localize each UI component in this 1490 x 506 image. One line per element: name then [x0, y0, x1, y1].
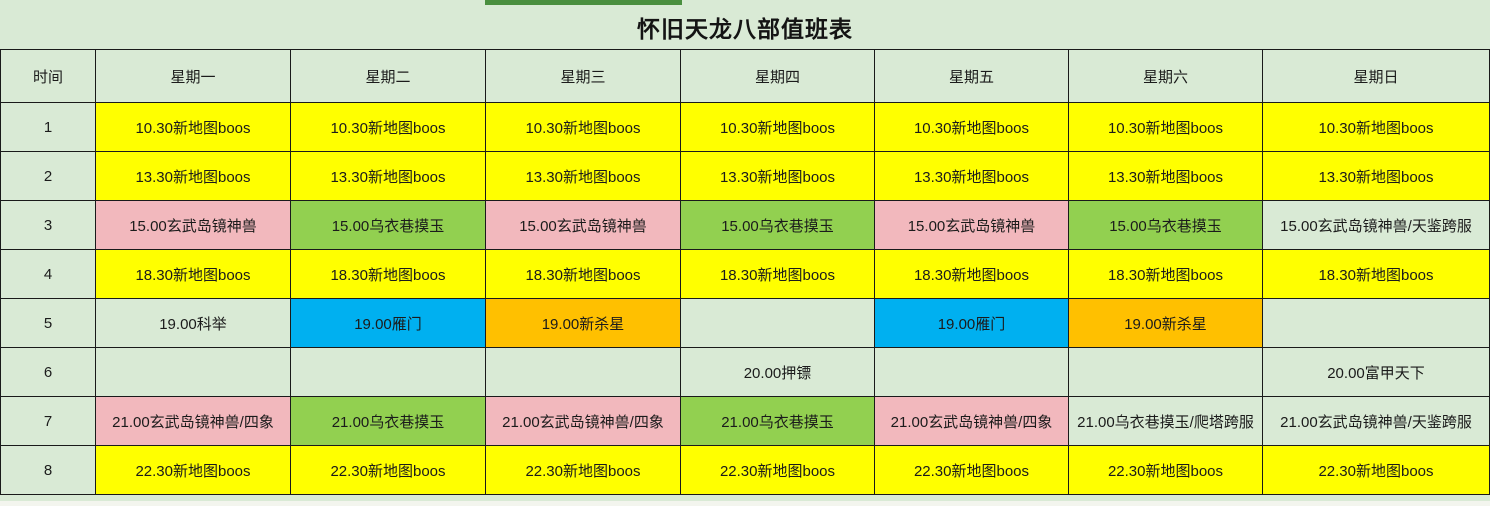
column-header-monday: 星期一: [95, 49, 291, 103]
schedule-cell: 21.00玄武岛镜神兽/天鉴跨服: [1262, 396, 1490, 446]
table-row: 5 19.00科举 19.00雁门 19.00新杀星 19.00雁门 19.00…: [0, 298, 1490, 348]
schedule-cell: 18.30新地图boos: [680, 249, 875, 299]
table-row: 2 13.30新地图boos 13.30新地图boos 13.30新地图boos…: [0, 151, 1490, 201]
schedule-cell: 22.30新地图boos: [680, 445, 875, 495]
schedule-cell: 13.30新地图boos: [1068, 151, 1263, 201]
schedule-cell: 13.30新地图boos: [1262, 151, 1490, 201]
table-row: 7 21.00玄武岛镜神兽/四象 21.00乌衣巷摸玉 21.00玄武岛镜神兽/…: [0, 396, 1490, 446]
schedule-cell: 22.30新地图boos: [874, 445, 1069, 495]
time-cell: 2: [0, 151, 96, 201]
schedule-cell: 21.00乌衣巷摸玉: [290, 396, 486, 446]
schedule-cell: 21.00乌衣巷摸玉: [680, 396, 875, 446]
schedule-cell: 19.00新杀星: [1068, 298, 1263, 348]
time-cell: 5: [0, 298, 96, 348]
column-accent-bar: [485, 0, 682, 5]
column-header-tuesday: 星期二: [290, 49, 486, 103]
schedule-cell: 18.30新地图boos: [874, 249, 1069, 299]
schedule-cell: 13.30新地图boos: [485, 151, 681, 201]
schedule-cell: 19.00雁门: [874, 298, 1069, 348]
table-row: 4 18.30新地图boos 18.30新地图boos 18.30新地图boos…: [0, 249, 1490, 299]
schedule-cell: 20.00富甲天下: [1262, 347, 1490, 397]
schedule-cell: 18.30新地图boos: [95, 249, 291, 299]
schedule-cell: 10.30新地图boos: [1262, 102, 1490, 152]
schedule-cell: 20.00押镖: [680, 347, 875, 397]
column-header-saturday: 星期六: [1068, 49, 1263, 103]
schedule-cell: 18.30新地图boos: [1068, 249, 1263, 299]
schedule-cell: 13.30新地图boos: [874, 151, 1069, 201]
schedule-cell: [290, 347, 486, 397]
schedule-cell: [680, 298, 875, 348]
schedule-cell: 22.30新地图boos: [485, 445, 681, 495]
schedule-cell: 19.00新杀星: [485, 298, 681, 348]
schedule-cell: 10.30新地图boos: [290, 102, 486, 152]
table-row: 1 10.30新地图boos 10.30新地图boos 10.30新地图boos…: [0, 102, 1490, 152]
header-row: 时间 星期一 星期二 星期三 星期四 星期五 星期六 星期日: [0, 49, 1490, 103]
column-header-thursday: 星期四: [680, 49, 875, 103]
schedule-cell: 10.30新地图boos: [1068, 102, 1263, 152]
time-cell: 7: [0, 396, 96, 446]
page-title: 怀旧天龙八部值班表: [637, 15, 853, 42]
duty-schedule-table: 时间 星期一 星期二 星期三 星期四 星期五 星期六 星期日 1 10.30新地…: [0, 49, 1490, 495]
time-cell: 1: [0, 102, 96, 152]
column-header-friday: 星期五: [874, 49, 1069, 103]
schedule-cell: 22.30新地图boos: [1068, 445, 1263, 495]
schedule-cell: 21.00玄武岛镜神兽/四象: [485, 396, 681, 446]
schedule-cell: 21.00玄武岛镜神兽/四象: [874, 396, 1069, 446]
schedule-cell: 15.00玄武岛镜神兽: [95, 200, 291, 250]
schedule-cell: 13.30新地图boos: [95, 151, 291, 201]
table-row: 3 15.00玄武岛镜神兽 15.00乌衣巷摸玉 15.00玄武岛镜神兽 15.…: [0, 200, 1490, 250]
schedule-cell: 10.30新地图boos: [485, 102, 681, 152]
schedule-cell: 15.00乌衣巷摸玉: [1068, 200, 1263, 250]
schedule-cell: [95, 347, 291, 397]
schedule-cell: 18.30新地图boos: [485, 249, 681, 299]
schedule-cell: 15.00乌衣巷摸玉: [290, 200, 486, 250]
schedule-cell: 15.00玄武岛镜神兽: [485, 200, 681, 250]
schedule-cell: 22.30新地图boos: [1262, 445, 1490, 495]
schedule-cell: 13.30新地图boos: [290, 151, 486, 201]
schedule-cell: 13.30新地图boos: [680, 151, 875, 201]
schedule-cell: 10.30新地图boos: [95, 102, 291, 152]
title-row: 怀旧天龙八部值班表: [0, 0, 1490, 49]
table-row: 6 20.00押镖 20.00富甲天下: [0, 347, 1490, 397]
time-cell: 4: [0, 249, 96, 299]
column-header-wednesday: 星期三: [485, 49, 681, 103]
table-row: 8 22.30新地图boos 22.30新地图boos 22.30新地图boos…: [0, 445, 1490, 495]
schedule-cell: 15.00乌衣巷摸玉: [680, 200, 875, 250]
schedule-cell: [1068, 347, 1263, 397]
schedule-cell: 10.30新地图boos: [680, 102, 875, 152]
schedule-cell: 22.30新地图boos: [290, 445, 486, 495]
sheet-bottom-margin: [0, 501, 1490, 506]
schedule-cell: 10.30新地图boos: [874, 102, 1069, 152]
time-cell: 6: [0, 347, 96, 397]
schedule-cell: [1262, 298, 1490, 348]
schedule-cell: 15.00玄武岛镜神兽: [874, 200, 1069, 250]
time-cell: 3: [0, 200, 96, 250]
schedule-cell: 21.00乌衣巷摸玉/爬塔跨服: [1068, 396, 1263, 446]
column-header-time: 时间: [0, 49, 96, 103]
time-cell: 8: [0, 445, 96, 495]
schedule-cell: [874, 347, 1069, 397]
schedule-cell: [485, 347, 681, 397]
schedule-cell: 15.00玄武岛镜神兽/天鉴跨服: [1262, 200, 1490, 250]
schedule-cell: 22.30新地图boos: [95, 445, 291, 495]
schedule-cell: 18.30新地图boos: [290, 249, 486, 299]
schedule-cell: 19.00雁门: [290, 298, 486, 348]
schedule-cell: 21.00玄武岛镜神兽/四象: [95, 396, 291, 446]
column-header-sunday: 星期日: [1262, 49, 1490, 103]
schedule-cell: 19.00科举: [95, 298, 291, 348]
schedule-cell: 18.30新地图boos: [1262, 249, 1490, 299]
